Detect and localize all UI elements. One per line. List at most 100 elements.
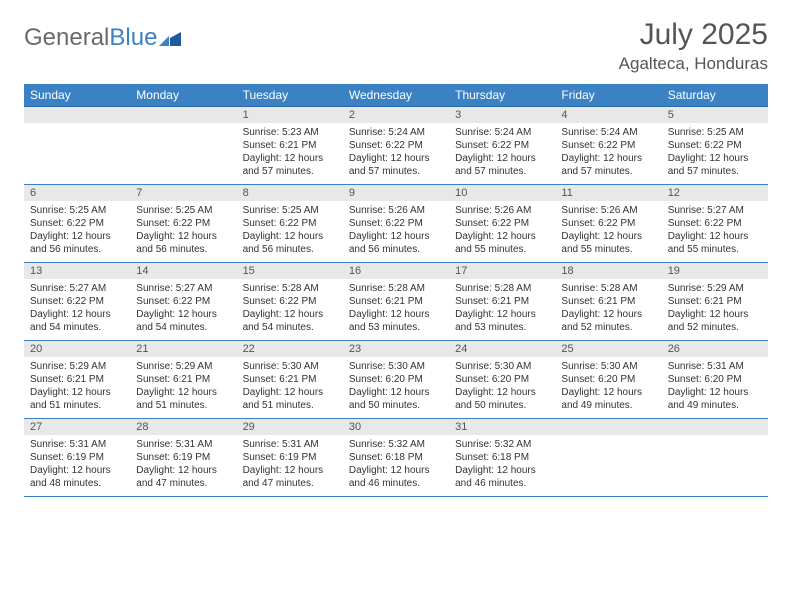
sunset-text: Sunset: 6:18 PM xyxy=(455,451,549,464)
calendar-cell: 20Sunrise: 5:29 AMSunset: 6:21 PMDayligh… xyxy=(24,341,130,419)
sunrise-text: Sunrise: 5:24 AM xyxy=(349,126,443,139)
day-number: 15 xyxy=(237,263,343,279)
calendar-body: 1Sunrise: 5:23 AMSunset: 6:21 PMDaylight… xyxy=(24,107,768,497)
day-number: 17 xyxy=(449,263,555,279)
day-number: 2 xyxy=(343,107,449,123)
sunrise-text: Sunrise: 5:26 AM xyxy=(561,204,655,217)
daylight-text: Daylight: 12 hours and 54 minutes. xyxy=(30,308,124,334)
day-text: Sunrise: 5:28 AMSunset: 6:22 PMDaylight:… xyxy=(237,279,343,340)
sunrise-text: Sunrise: 5:25 AM xyxy=(30,204,124,217)
sunset-text: Sunset: 6:21 PM xyxy=(243,373,337,386)
calendar-cell: 31Sunrise: 5:32 AMSunset: 6:18 PMDayligh… xyxy=(449,419,555,497)
day-number: 27 xyxy=(24,419,130,435)
sunrise-text: Sunrise: 5:30 AM xyxy=(243,360,337,373)
day-number: 11 xyxy=(555,185,661,201)
calendar-cell: 2Sunrise: 5:24 AMSunset: 6:22 PMDaylight… xyxy=(343,107,449,185)
calendar-cell: 26Sunrise: 5:31 AMSunset: 6:20 PMDayligh… xyxy=(662,341,768,419)
sunset-text: Sunset: 6:22 PM xyxy=(30,217,124,230)
daylight-text: Daylight: 12 hours and 51 minutes. xyxy=(243,386,337,412)
calendar-cell: 18Sunrise: 5:28 AMSunset: 6:21 PMDayligh… xyxy=(555,263,661,341)
day-text: Sunrise: 5:27 AMSunset: 6:22 PMDaylight:… xyxy=(130,279,236,340)
sunrise-text: Sunrise: 5:32 AM xyxy=(349,438,443,451)
day-number: 13 xyxy=(24,263,130,279)
sunrise-text: Sunrise: 5:31 AM xyxy=(136,438,230,451)
day-text xyxy=(130,123,236,183)
day-text: Sunrise: 5:31 AMSunset: 6:20 PMDaylight:… xyxy=(662,357,768,418)
day-header: Saturday xyxy=(662,84,768,107)
calendar-cell xyxy=(662,419,768,497)
sunset-text: Sunset: 6:19 PM xyxy=(136,451,230,464)
day-header: Friday xyxy=(555,84,661,107)
day-text: Sunrise: 5:31 AMSunset: 6:19 PMDaylight:… xyxy=(130,435,236,496)
table-row: 27Sunrise: 5:31 AMSunset: 6:19 PMDayligh… xyxy=(24,419,768,497)
day-number xyxy=(24,107,130,123)
sunset-text: Sunset: 6:22 PM xyxy=(668,139,762,152)
day-text xyxy=(555,435,661,495)
location: Agalteca, Honduras xyxy=(619,54,768,74)
table-row: 1Sunrise: 5:23 AMSunset: 6:21 PMDaylight… xyxy=(24,107,768,185)
daylight-text: Daylight: 12 hours and 52 minutes. xyxy=(561,308,655,334)
sunset-text: Sunset: 6:22 PM xyxy=(349,217,443,230)
day-header: Tuesday xyxy=(237,84,343,107)
daylight-text: Daylight: 12 hours and 49 minutes. xyxy=(561,386,655,412)
daylight-text: Daylight: 12 hours and 55 minutes. xyxy=(561,230,655,256)
day-header: Thursday xyxy=(449,84,555,107)
logo-text-blue: Blue xyxy=(109,24,157,52)
sunset-text: Sunset: 6:18 PM xyxy=(349,451,443,464)
sunset-text: Sunset: 6:19 PM xyxy=(243,451,337,464)
sunset-text: Sunset: 6:20 PM xyxy=(455,373,549,386)
day-number: 6 xyxy=(24,185,130,201)
day-number: 23 xyxy=(343,341,449,357)
day-text: Sunrise: 5:26 AMSunset: 6:22 PMDaylight:… xyxy=(555,201,661,262)
calendar-cell xyxy=(130,107,236,185)
day-text: Sunrise: 5:28 AMSunset: 6:21 PMDaylight:… xyxy=(343,279,449,340)
sunrise-text: Sunrise: 5:31 AM xyxy=(30,438,124,451)
sunrise-text: Sunrise: 5:26 AM xyxy=(455,204,549,217)
calendar-cell: 27Sunrise: 5:31 AMSunset: 6:19 PMDayligh… xyxy=(24,419,130,497)
calendar-cell: 3Sunrise: 5:24 AMSunset: 6:22 PMDaylight… xyxy=(449,107,555,185)
sunset-text: Sunset: 6:21 PM xyxy=(668,295,762,308)
sunset-text: Sunset: 6:22 PM xyxy=(136,295,230,308)
sunrise-text: Sunrise: 5:32 AM xyxy=(455,438,549,451)
calendar-cell: 9Sunrise: 5:26 AMSunset: 6:22 PMDaylight… xyxy=(343,185,449,263)
day-number: 7 xyxy=(130,185,236,201)
calendar-cell: 22 Sunrise: 5:30 AMSunset: 6:21 PMDayligh… xyxy=(237,341,343,419)
daylight-text: Daylight: 12 hours and 57 minutes. xyxy=(668,152,762,178)
sunset-text: Sunset: 6:22 PM xyxy=(243,217,337,230)
calendar-cell: 15Sunrise: 5:28 AMSunset: 6:22 PMDayligh… xyxy=(237,263,343,341)
day-text: Sunrise: 5:24 AMSunset: 6:22 PMDaylight:… xyxy=(449,123,555,184)
daylight-text: Daylight: 12 hours and 57 minutes. xyxy=(455,152,549,178)
day-number xyxy=(130,107,236,123)
logo-mark-icon xyxy=(159,30,181,46)
day-text: Sunrise: 5:23 AMSunset: 6:21 PMDaylight:… xyxy=(237,123,343,184)
day-number: 24 xyxy=(449,341,555,357)
daylight-text: Daylight: 12 hours and 50 minutes. xyxy=(455,386,549,412)
calendar-cell: 21Sunrise: 5:29 AMSunset: 6:21 PMDayligh… xyxy=(130,341,236,419)
day-number: 26 xyxy=(662,341,768,357)
day-text: Sunrise: 5:28 AMSunset: 6:21 PMDaylight:… xyxy=(555,279,661,340)
sunrise-text: Sunrise: 5:27 AM xyxy=(136,282,230,295)
day-text: Sunrise: 5:31 AMSunset: 6:19 PMDaylight:… xyxy=(237,435,343,496)
daylight-text: Daylight: 12 hours and 47 minutes. xyxy=(243,464,337,490)
sunrise-text: Sunrise: 5:25 AM xyxy=(243,204,337,217)
sunset-text: Sunset: 6:22 PM xyxy=(455,139,549,152)
sunrise-text: Sunrise: 5:26 AM xyxy=(349,204,443,217)
day-number: 25 xyxy=(555,341,661,357)
daylight-text: Daylight: 12 hours and 55 minutes. xyxy=(455,230,549,256)
day-text: Sunrise: 5:25 AMSunset: 6:22 PMDaylight:… xyxy=(130,201,236,262)
day-header: Sunday xyxy=(24,84,130,107)
sunrise-text: Sunrise: 5:29 AM xyxy=(668,282,762,295)
day-text: Sunrise: 5:30 AMSunset: 6:20 PMDaylight:… xyxy=(343,357,449,418)
sunrise-text: Sunrise: 5:27 AM xyxy=(668,204,762,217)
calendar-cell: 7Sunrise: 5:25 AMSunset: 6:22 PMDaylight… xyxy=(130,185,236,263)
sunrise-text: Sunrise: 5:28 AM xyxy=(349,282,443,295)
calendar-cell: 19Sunrise: 5:29 AMSunset: 6:21 PMDayligh… xyxy=(662,263,768,341)
calendar-cell: 24Sunrise: 5:30 AMSunset: 6:20 PMDayligh… xyxy=(449,341,555,419)
page-header: GeneralBlue July 2025 Agalteca, Honduras xyxy=(24,18,768,74)
day-number: 22 xyxy=(237,341,343,357)
day-text: Sunrise: 5:29 AMSunset: 6:21 PMDaylight:… xyxy=(662,279,768,340)
day-text: Sunrise: 5:26 AMSunset: 6:22 PMDaylight:… xyxy=(449,201,555,262)
calendar-cell: 28Sunrise: 5:31 AMSunset: 6:19 PMDayligh… xyxy=(130,419,236,497)
day-text xyxy=(24,123,130,183)
day-header: Wednesday xyxy=(343,84,449,107)
